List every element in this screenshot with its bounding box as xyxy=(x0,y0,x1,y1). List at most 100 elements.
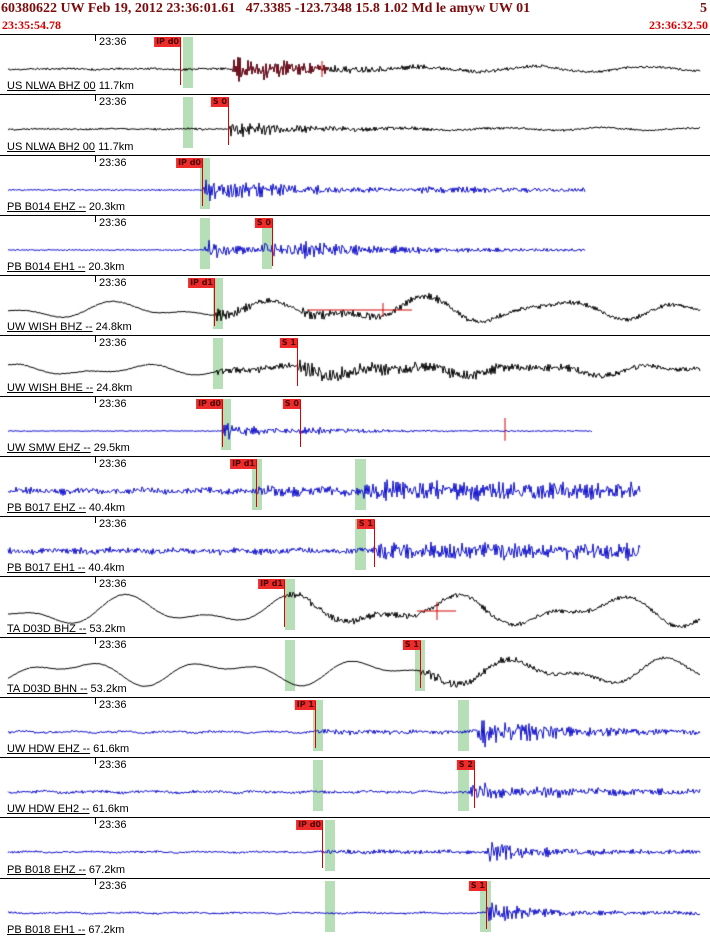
pick-marker[interactable]: IP 1 xyxy=(294,698,316,757)
pick-marker[interactable]: IP d1 xyxy=(258,577,285,636)
pick-flag-label[interactable]: IP d0 xyxy=(296,820,323,831)
pick-marker[interactable]: S 0 xyxy=(282,397,301,456)
minute-tick xyxy=(95,155,96,162)
station-label[interactable]: UW HDW EH2 -- 61.6km xyxy=(7,803,129,815)
pick-flag-label[interactable]: IP d1 xyxy=(230,458,257,469)
pick-flag-label[interactable]: IP d0 xyxy=(154,37,181,47)
station-code[interactable]: PB B018 EH1 -- xyxy=(7,923,86,936)
station-distance: 40.4km xyxy=(85,502,125,515)
minute-tick xyxy=(95,697,96,704)
station-code[interactable]: US NLWA BH2 00 xyxy=(7,140,96,153)
station-distance: 53.2km xyxy=(86,622,126,635)
station-label[interactable]: UW WISH BHE -- 24.8km xyxy=(7,382,132,394)
pick-flag-label[interactable]: S 2 xyxy=(456,760,475,771)
minute-label: 23:36 xyxy=(99,879,127,892)
station-code[interactable]: TA D03D BHN -- xyxy=(7,682,88,695)
minute-label: 23:36 xyxy=(99,578,127,591)
station-label[interactable]: PB B017 EHZ -- 40.4km xyxy=(7,502,125,514)
station-label[interactable]: US NLWA BHZ 00 11.7km xyxy=(7,80,134,92)
waveform[interactable] xyxy=(0,155,710,216)
pick-marker[interactable]: IP d1 xyxy=(188,276,215,335)
station-distance: 67.2km xyxy=(85,863,125,876)
pick-flag-label[interactable]: IP 1 xyxy=(294,699,316,710)
station-label[interactable]: PB B017 EH1 -- 40.4km xyxy=(7,562,124,574)
minute-label: 23:36 xyxy=(99,638,127,651)
station-label[interactable]: UW WISH BHZ -- 24.8km xyxy=(7,321,132,333)
pick-marker[interactable]: IP d0 xyxy=(296,818,323,877)
waveform[interactable] xyxy=(0,336,710,397)
station-code[interactable]: PB B017 EHZ -- xyxy=(7,502,86,515)
station-label[interactable]: PB B018 EHZ -- 67.2km xyxy=(7,864,125,876)
station-label[interactable]: TA D03D BHN -- 53.2km xyxy=(7,683,127,695)
waveform[interactable] xyxy=(0,818,710,879)
waveform[interactable] xyxy=(0,878,710,938)
waveform[interactable] xyxy=(0,517,710,578)
trace-row: 23:36 IP d0 S 0 UW SMW EHZ -- 29.5km xyxy=(0,395,710,457)
pick-marker[interactable]: S 1 xyxy=(468,879,487,938)
station-label[interactable]: US NLWA BH2 00 11.7km xyxy=(7,141,133,153)
station-label[interactable]: TA D03D BHZ -- 53.2km xyxy=(7,623,125,635)
pick-flag-label[interactable]: IP d0 xyxy=(176,157,203,168)
station-label[interactable]: UW HDW EHZ -- 61.6km xyxy=(7,743,129,755)
pick-marker[interactable]: S 1 xyxy=(356,517,375,576)
station-distance: 67.2km xyxy=(85,923,125,936)
trace-row: 23:36 S 1 TA D03D BHN -- 53.2km xyxy=(0,636,710,698)
pick-marker[interactable]: S 1 xyxy=(402,638,421,697)
waveform[interactable] xyxy=(0,35,710,95)
trace-row: 23:36 IP d0 US NLWA BHZ 00 11.7km xyxy=(0,34,710,95)
pick-flag-label[interactable]: S 1 xyxy=(468,880,487,891)
waveform[interactable] xyxy=(0,577,710,638)
pick-marker[interactable]: S 0 xyxy=(210,95,229,154)
station-code[interactable]: UW WISH BHE -- xyxy=(7,381,94,394)
pick-marker[interactable]: S 1 xyxy=(279,336,298,395)
pick-marker[interactable]: IP d1 xyxy=(230,457,257,516)
pick-flag-label[interactable]: IP d0 xyxy=(196,398,223,409)
waveform[interactable] xyxy=(0,95,710,156)
pick-marker[interactable]: IP d0 xyxy=(176,156,203,215)
waveform[interactable] xyxy=(0,697,710,758)
time-window-bar: 23:35:54.78 23:36:32.50 xyxy=(0,18,710,34)
pick-flag-label[interactable]: S 0 xyxy=(210,97,229,108)
station-label[interactable]: PB B018 EH1 -- 67.2km xyxy=(7,924,124,936)
waveform[interactable] xyxy=(0,758,710,819)
minute-tick xyxy=(95,577,96,584)
minute-tick xyxy=(95,396,96,403)
station-code[interactable]: UW WISH BHZ -- xyxy=(7,321,93,334)
waveform[interactable] xyxy=(0,215,710,276)
event-summary: 60380622 UW Feb 19, 2012 23:36:01.61 47.… xyxy=(1,1,531,16)
station-code[interactable]: PB B018 EHZ -- xyxy=(7,863,86,876)
waveform[interactable] xyxy=(0,276,710,337)
minute-label: 23:36 xyxy=(99,156,127,169)
station-code[interactable]: US NLWA BHZ 00 xyxy=(7,80,96,93)
pick-marker[interactable]: S 0 xyxy=(254,216,273,275)
pick-marker[interactable]: IP d0 xyxy=(196,397,223,456)
pick-flag-label[interactable]: IP d1 xyxy=(258,579,285,590)
pick-flag-label[interactable]: S 1 xyxy=(356,519,375,530)
station-code[interactable]: UW HDW EH2 -- xyxy=(7,803,90,816)
pick-flag-label[interactable]: S 1 xyxy=(279,338,298,349)
minute-tick xyxy=(95,517,96,524)
pick-time-line xyxy=(256,459,257,507)
pick-time-line xyxy=(214,279,215,327)
station-code[interactable]: PB B014 EHZ -- xyxy=(7,200,86,213)
waveform[interactable] xyxy=(0,637,710,698)
minute-label: 23:36 xyxy=(99,277,127,290)
station-code[interactable]: UW HDW EHZ -- xyxy=(7,743,91,756)
pick-flag-label[interactable]: S 0 xyxy=(254,217,273,228)
station-code[interactable]: PB B014 EH1 -- xyxy=(7,261,86,274)
waveform[interactable] xyxy=(0,396,710,457)
station-label[interactable]: UW SMW EHZ -- 29.5km xyxy=(7,442,130,454)
pick-flag-label[interactable]: IP d1 xyxy=(188,278,215,289)
pick-marker[interactable]: S 2 xyxy=(456,758,475,817)
pick-time-line xyxy=(374,520,375,568)
waveform[interactable] xyxy=(0,456,710,517)
station-label[interactable]: PB B014 EH1 -- 20.3km xyxy=(7,261,124,273)
station-code[interactable]: TA D03D BHZ -- xyxy=(7,622,87,635)
pick-flag-label[interactable]: S 0 xyxy=(282,398,301,409)
station-code[interactable]: PB B017 EH1 -- xyxy=(7,562,86,575)
station-label[interactable]: PB B014 EHZ -- 20.3km xyxy=(7,201,125,213)
pick-marker[interactable]: IP d0 xyxy=(154,35,181,94)
pick-flag-label[interactable]: S 1 xyxy=(402,639,421,650)
minute-tick xyxy=(95,276,96,283)
station-code[interactable]: UW SMW EHZ -- xyxy=(7,441,91,454)
